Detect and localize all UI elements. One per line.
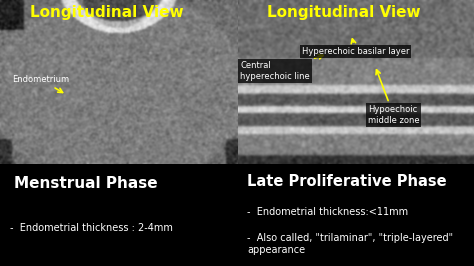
Text: -  Also called, "trilaminar", "triple-layered"
appearance: - Also called, "trilaminar", "triple-lay… (247, 233, 454, 255)
Text: Late Proliferative Phase: Late Proliferative Phase (247, 174, 447, 189)
Text: Hyperechoic basilar layer: Hyperechoic basilar layer (301, 39, 409, 56)
Text: Longitudinal View: Longitudinal View (267, 5, 421, 20)
Text: Menstrual Phase: Menstrual Phase (14, 176, 158, 191)
Text: -  Endometrial thickness : 2-4mm: - Endometrial thickness : 2-4mm (9, 223, 173, 233)
Text: Longitudinal View: Longitudinal View (30, 5, 184, 20)
Text: -  Endometrial thickness:<11mm: - Endometrial thickness:<11mm (247, 207, 409, 217)
Text: Endometrium: Endometrium (12, 75, 69, 93)
Text: Hypoechoic
middle zone: Hypoechoic middle zone (368, 70, 419, 125)
Text: Central
hyperechoic line: Central hyperechoic line (240, 55, 323, 81)
